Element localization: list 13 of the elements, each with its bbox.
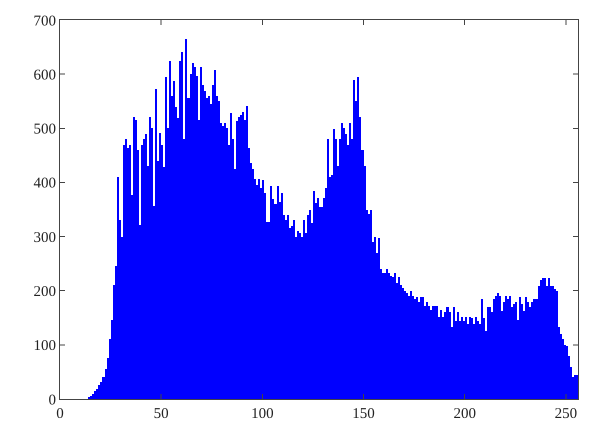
y-tick-label: 100 (34, 338, 56, 354)
y-tick-label: 300 (34, 230, 56, 246)
y-tick-label: 400 (34, 176, 56, 192)
x-tick-label: 50 (154, 406, 169, 422)
y-tick-label: 200 (34, 284, 56, 300)
y-tick-label: 600 (34, 67, 56, 84)
x-tick-label: 100 (251, 406, 274, 422)
x-tick-label: 250 (554, 406, 578, 422)
x-tick-label: 150 (352, 406, 375, 422)
y-tick-label: 0 (48, 392, 56, 408)
y-tick-label: 700 (34, 13, 56, 30)
y-tick-label: 500 (34, 122, 56, 138)
x-tick-label: 200 (453, 406, 476, 422)
